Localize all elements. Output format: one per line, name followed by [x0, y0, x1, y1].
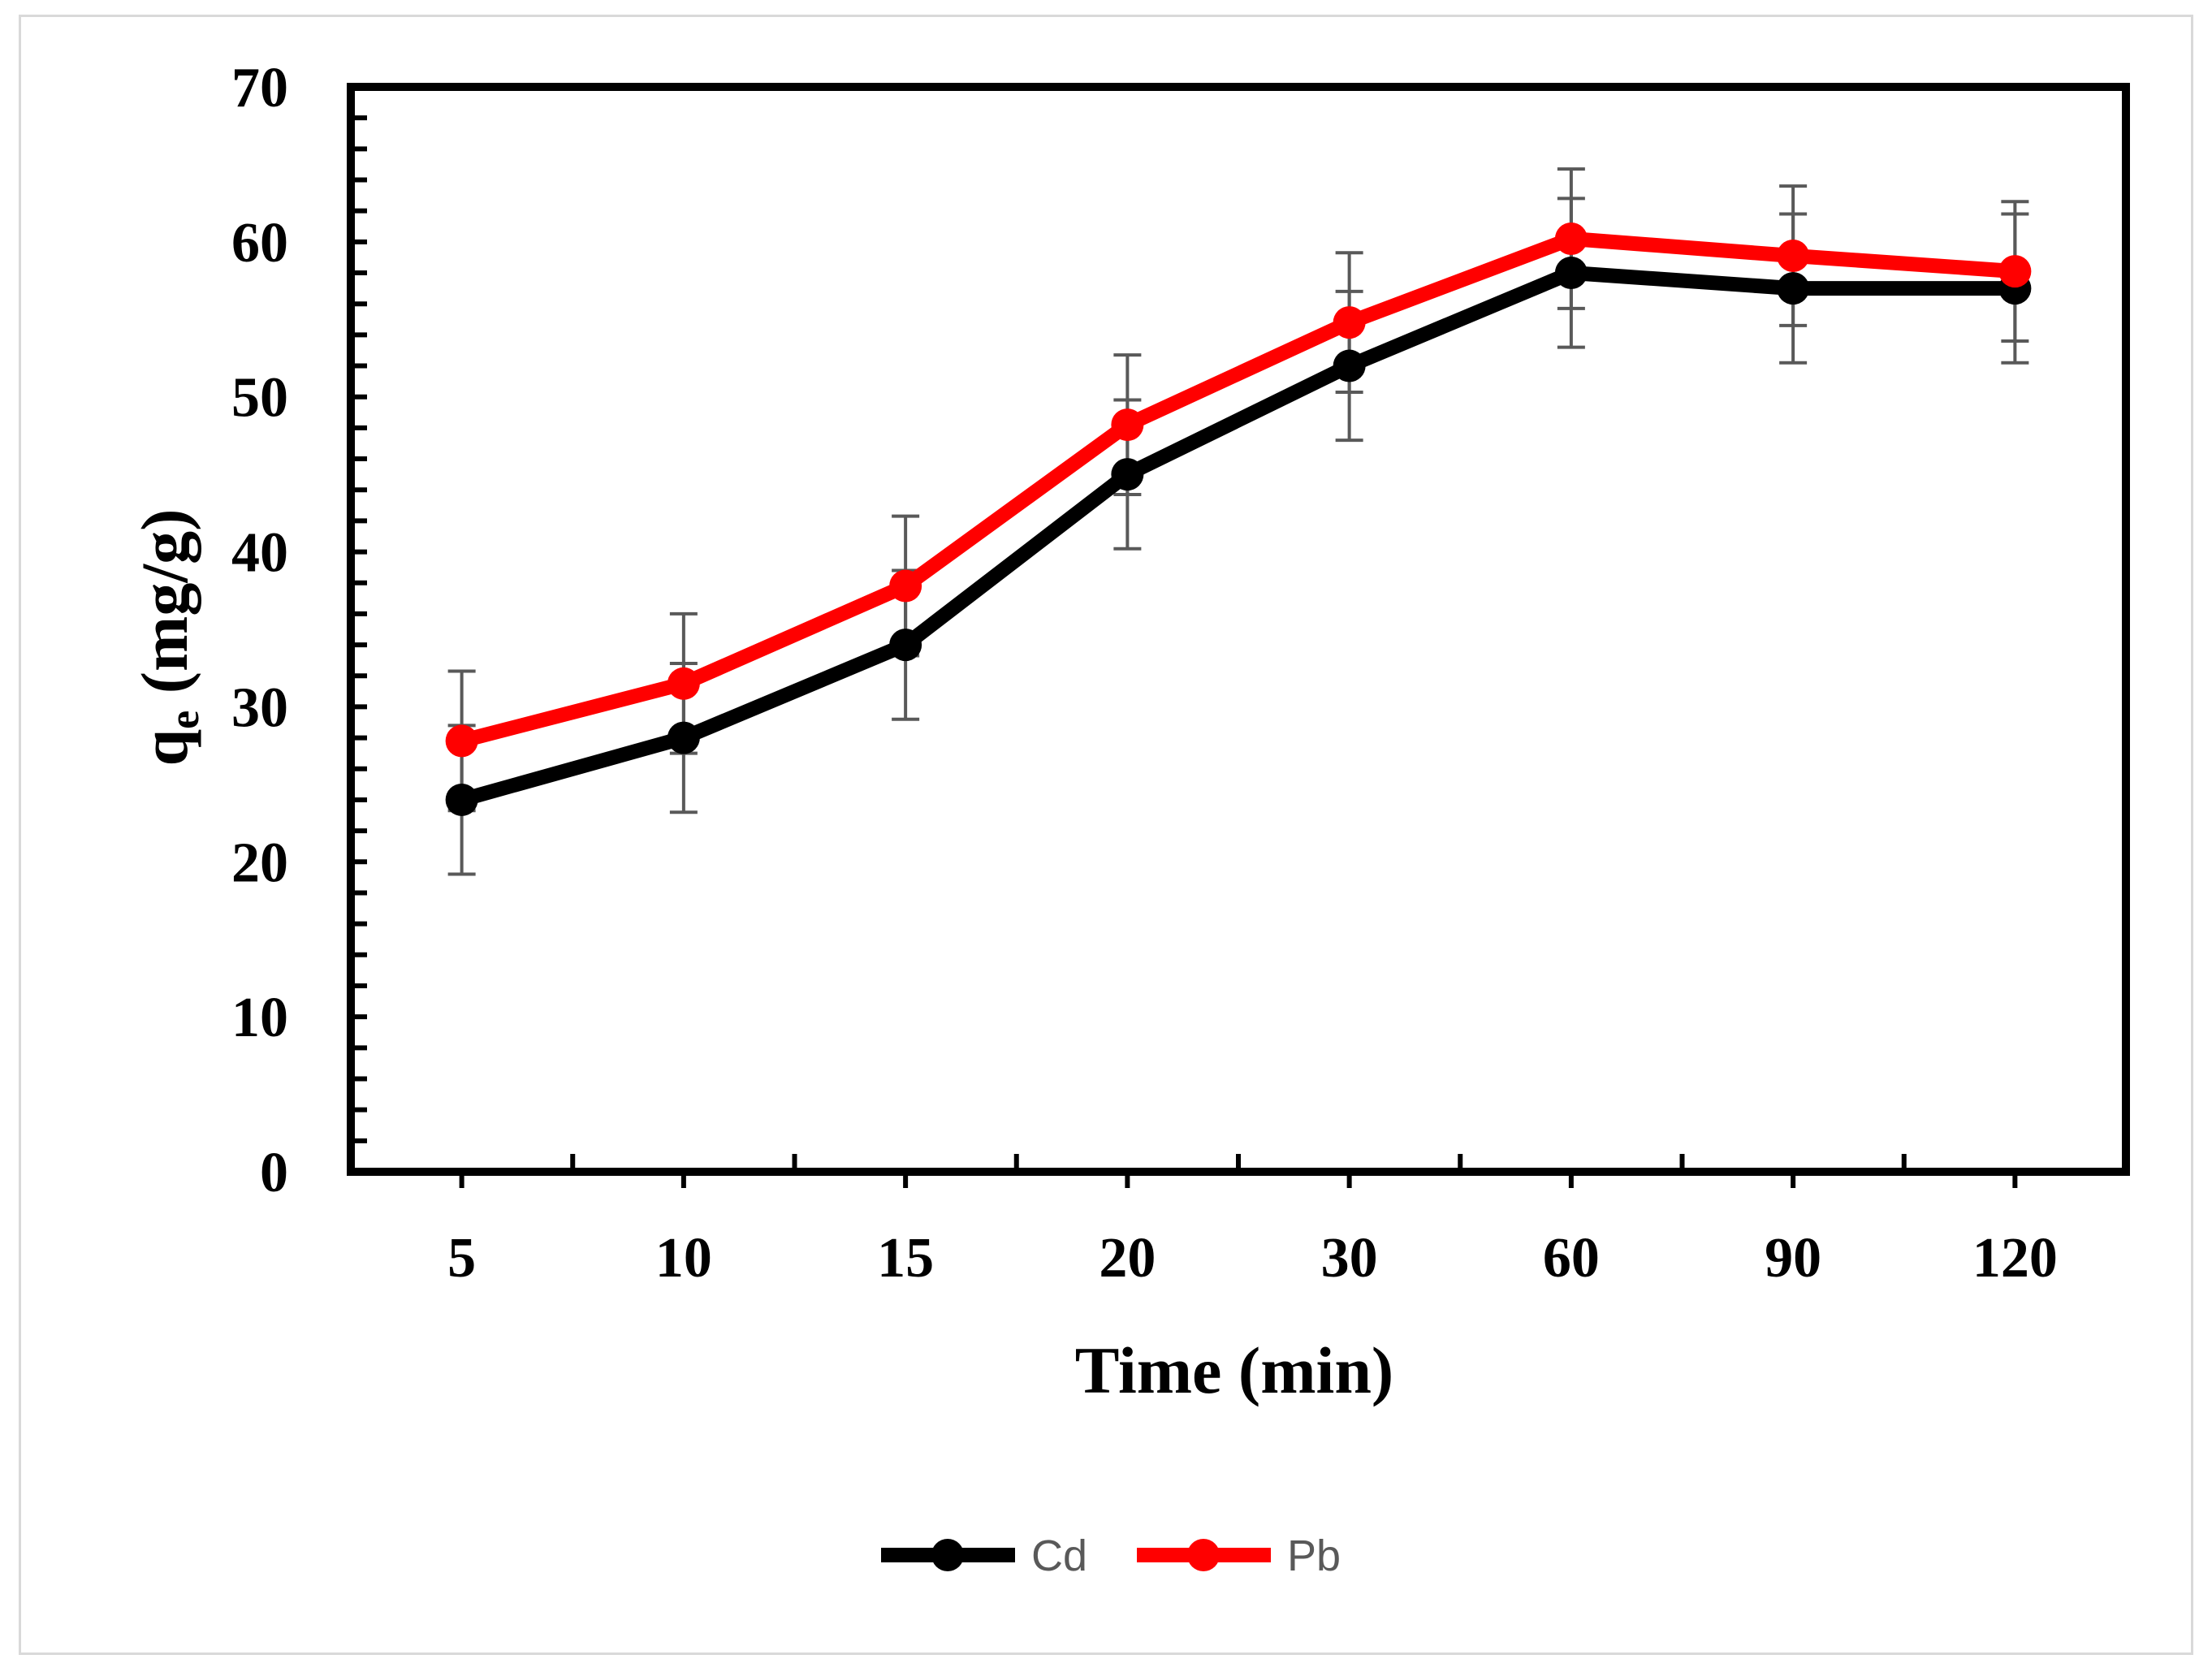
x-tick-label: 90	[1765, 1227, 1821, 1290]
y-tick-label: 10	[231, 987, 288, 1049]
data-point-cd-10	[667, 721, 700, 754]
data-point-cd-30	[1333, 349, 1366, 382]
data-points	[445, 223, 2032, 816]
data-point-cd-90	[1777, 272, 1810, 305]
y-tick-label: 60	[231, 212, 288, 274]
data-point-pb-60	[1554, 223, 1588, 256]
y-tick-label: 40	[231, 522, 288, 585]
data-point-cd-20	[1111, 458, 1144, 491]
legend-item-cd: Cd	[881, 1532, 1087, 1580]
legend-swatch-marker	[1187, 1539, 1220, 1571]
x-tick-label: 15	[877, 1227, 934, 1290]
x-tick-label: 120	[1972, 1227, 2058, 1290]
legend-swatch-marker	[931, 1539, 964, 1571]
plot-area-border	[347, 83, 2130, 1176]
y-axis-title-main: q	[127, 729, 201, 767]
data-point-pb-15	[889, 569, 922, 603]
legend-label: Cd	[1031, 1532, 1087, 1580]
y-axis-title: qe (mg/g)	[127, 509, 208, 767]
y-axis-title-subscript: e	[162, 711, 208, 729]
y-tick-label: 50	[231, 367, 288, 430]
x-tick-label: 10	[655, 1227, 712, 1290]
data-point-pb-90	[1777, 240, 1810, 273]
data-point-pb-20	[1111, 408, 1144, 442]
x-tick-label: 20	[1099, 1227, 1156, 1290]
data-point-pb-30	[1333, 306, 1366, 339]
data-point-cd-60	[1554, 257, 1588, 290]
axes	[347, 83, 2130, 1188]
tick-labels: 0 10 20 30 40 50 60 70 5 10 15 20 30 60 90 120	[231, 57, 2058, 1290]
x-axis-title: Time (min)	[1075, 1333, 1394, 1407]
data-point-pb-5	[445, 724, 478, 758]
y-tick-label: 0	[260, 1142, 288, 1204]
legend-item-pb: Pb	[1137, 1532, 1341, 1580]
data-point-cd-5	[445, 783, 478, 816]
y-tick-label: 30	[231, 676, 288, 739]
data-point-pb-10	[667, 667, 700, 700]
x-tick-label: 5	[447, 1227, 476, 1290]
series-line-cd	[460, 266, 2015, 807]
data-point-cd-15	[889, 629, 922, 662]
legend: Cd Pb	[881, 1532, 1341, 1580]
x-tick-label: 60	[1543, 1227, 1600, 1290]
x-tick-label: 30	[1321, 1227, 1378, 1290]
y-tick-label: 20	[231, 832, 288, 894]
data-point-pb-120	[1998, 255, 2032, 288]
y-axis-title-unit: (mg/g)	[127, 509, 201, 711]
series-lines	[460, 231, 2016, 807]
legend-label: Pb	[1287, 1532, 1341, 1580]
y-tick-label: 70	[231, 57, 288, 119]
series-line-pb	[460, 231, 2016, 749]
